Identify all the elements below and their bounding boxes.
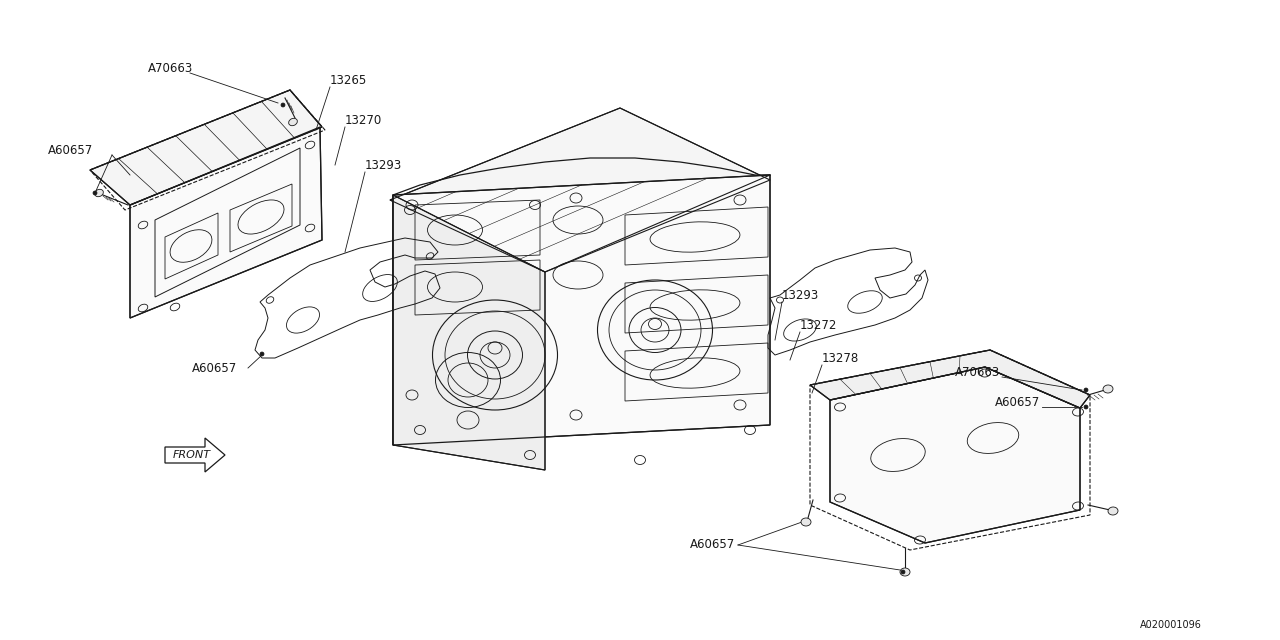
Text: A60657: A60657 xyxy=(690,538,735,552)
Text: 13265: 13265 xyxy=(330,74,367,86)
Text: A60657: A60657 xyxy=(995,396,1041,408)
Ellipse shape xyxy=(801,518,812,526)
Text: A020001096: A020001096 xyxy=(1140,620,1202,630)
Polygon shape xyxy=(829,367,1080,543)
Ellipse shape xyxy=(282,103,285,107)
Polygon shape xyxy=(393,175,771,445)
Ellipse shape xyxy=(95,189,104,196)
Ellipse shape xyxy=(1084,405,1088,409)
Ellipse shape xyxy=(1084,388,1088,392)
Text: A60657: A60657 xyxy=(192,362,237,374)
Text: A60657: A60657 xyxy=(49,143,93,157)
Ellipse shape xyxy=(289,118,297,125)
Text: FRONT: FRONT xyxy=(173,450,211,460)
Ellipse shape xyxy=(1108,507,1117,515)
Text: A70663: A70663 xyxy=(148,61,193,74)
Ellipse shape xyxy=(1103,385,1114,393)
Text: 13270: 13270 xyxy=(346,113,383,127)
Polygon shape xyxy=(810,350,1091,408)
Ellipse shape xyxy=(901,570,905,574)
Ellipse shape xyxy=(93,191,97,195)
Text: 13278: 13278 xyxy=(822,351,859,365)
Polygon shape xyxy=(131,127,323,318)
Polygon shape xyxy=(90,90,323,205)
Text: A70663: A70663 xyxy=(955,365,1000,378)
Text: 13293: 13293 xyxy=(365,159,402,172)
Polygon shape xyxy=(390,108,771,272)
Ellipse shape xyxy=(260,352,264,356)
Text: 13272: 13272 xyxy=(800,319,837,332)
Polygon shape xyxy=(393,195,545,470)
Ellipse shape xyxy=(900,568,910,576)
Text: 13293: 13293 xyxy=(782,289,819,301)
